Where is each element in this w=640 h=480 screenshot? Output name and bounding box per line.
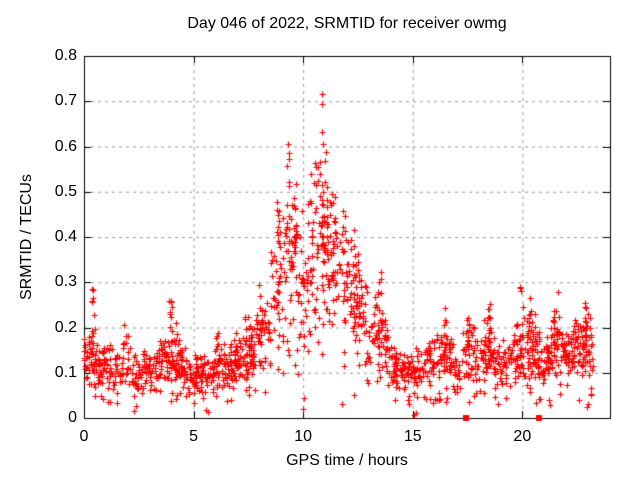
x-tick-label: 5 bbox=[189, 428, 199, 445]
y-tick-label: 0.8 bbox=[54, 47, 77, 64]
y-tick-label: 0.5 bbox=[54, 182, 77, 200]
y-axis-label: SRMTID / TECUs bbox=[18, 174, 35, 300]
x-axis-label: GPS time / hours bbox=[286, 452, 408, 469]
chart-title: Day 046 of 2022, SRMTID for receiver owm… bbox=[187, 15, 507, 32]
x-tick-label: 0 bbox=[79, 428, 89, 445]
y-tick-label: 0.1 bbox=[54, 363, 77, 381]
x-tick-label: 20 bbox=[513, 428, 532, 445]
y-tick-label: 0.4 bbox=[54, 228, 77, 245]
y-tick-label: 0.6 bbox=[54, 137, 77, 155]
x-tick-label: 10 bbox=[294, 428, 313, 445]
y-tick-label: 0 bbox=[68, 409, 77, 426]
y-tick-label: 0.3 bbox=[54, 273, 77, 291]
x-tick-label: 15 bbox=[403, 428, 422, 445]
y-tick-label: 0.2 bbox=[54, 318, 77, 336]
y-tick-label: 0.7 bbox=[54, 92, 77, 110]
